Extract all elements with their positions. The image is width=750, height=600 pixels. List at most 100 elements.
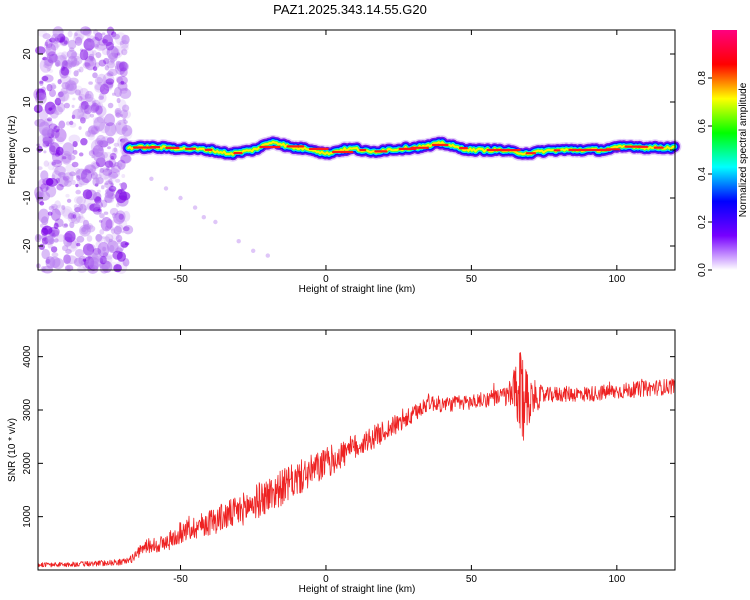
- noise-blob: [40, 223, 44, 228]
- noise-blob: [72, 33, 84, 44]
- noise-blob: [76, 175, 81, 182]
- noise-blob: [69, 122, 77, 128]
- noise-blob: [98, 38, 108, 46]
- noise-blob: [37, 134, 49, 147]
- noise-blob: [45, 43, 56, 57]
- spurious-point: [192, 205, 198, 210]
- noise-blob: [99, 264, 109, 274]
- noise-blob: [99, 246, 106, 255]
- noise-blob: [65, 255, 78, 265]
- noise-blob: [104, 65, 110, 71]
- noise-blob: [75, 216, 86, 223]
- noise-blob: [110, 155, 114, 160]
- noise-blob: [57, 176, 69, 188]
- noise-blob: [99, 92, 105, 100]
- noise-blob: [56, 92, 66, 104]
- spectrogram-y-tick-label: 10: [22, 96, 33, 108]
- snr-marks: [37, 352, 675, 568]
- noise-blob: [50, 229, 60, 238]
- noise-blob: [43, 150, 47, 154]
- noise-blob: [99, 167, 111, 180]
- noise-blob: [103, 211, 109, 215]
- noise-blob: [107, 146, 111, 150]
- noise-blob: [35, 92, 47, 105]
- spurious-point: [236, 239, 241, 244]
- noise-blob: [80, 100, 89, 110]
- noise-region: [33, 26, 134, 274]
- noise-blob: [105, 219, 114, 229]
- noise-blob: [48, 226, 60, 237]
- spectrogram-x-tick-label: 0: [323, 274, 329, 285]
- noise-blob: [90, 126, 98, 135]
- noise-blob: [115, 120, 128, 135]
- noise-blob: [84, 55, 97, 71]
- noise-blob: [108, 168, 120, 179]
- noise-blob: [121, 174, 126, 178]
- spectrogram-y-tick-label: 0: [22, 147, 33, 153]
- noise-blob: [102, 168, 113, 176]
- noise-blob: [49, 89, 56, 98]
- noise-blob: [65, 80, 77, 92]
- noise-blob: [111, 45, 123, 59]
- snr-y-tick-label: 4000: [22, 345, 33, 368]
- spectrogram-y-tick-label: 20: [22, 48, 33, 60]
- noise-blob: [76, 177, 85, 187]
- noise-blob: [98, 59, 107, 67]
- noise-blob: [80, 169, 93, 184]
- noise-blob: [72, 97, 76, 101]
- snr-x-tick-label: 100: [608, 574, 625, 585]
- noise-blob: [111, 232, 120, 240]
- noise-blob: [99, 140, 109, 148]
- noise-blob: [96, 134, 106, 146]
- noise-blob: [62, 156, 67, 160]
- noise-blob: [119, 40, 125, 45]
- noise-blob: [117, 239, 122, 245]
- noise-blob: [113, 225, 122, 235]
- noise-blob: [115, 76, 123, 83]
- noise-blob: [46, 51, 58, 64]
- noise-blob: [84, 164, 96, 174]
- noise-blob: [68, 39, 77, 50]
- noise-blob: [118, 191, 131, 201]
- noise-blob: [53, 125, 60, 133]
- noise-blob: [63, 40, 68, 45]
- colorbar-label: Normalized spectral amplitude: [738, 82, 749, 217]
- noise-blob: [66, 62, 73, 69]
- noise-blob: [54, 97, 62, 106]
- noise-blob: [53, 222, 59, 230]
- noise-blob: [104, 255, 113, 264]
- noise-blob: [78, 87, 90, 100]
- noise-blob: [112, 219, 118, 224]
- noise-blob: [80, 138, 88, 146]
- spectrogram-x-tick-label: 100: [608, 274, 625, 285]
- noise-blob: [59, 54, 68, 61]
- noise-blob: [88, 81, 93, 85]
- noise-blob: [100, 199, 108, 208]
- snr-x-tick-label: -50: [173, 574, 188, 585]
- noise-blob: [108, 178, 113, 185]
- noise-blob: [67, 211, 78, 223]
- noise-blob: [115, 234, 123, 243]
- spectrogram-x-axis-label: Height of straight line (km): [299, 284, 416, 295]
- noise-blob: [97, 189, 101, 193]
- noise-blob: [63, 102, 70, 109]
- noise-blob: [114, 162, 120, 167]
- noise-blob: [104, 113, 115, 127]
- spectrogram-y-ticks: -20 -10 0 10 20: [22, 48, 675, 253]
- noise-blob: [77, 115, 82, 119]
- noise-blob: [86, 225, 96, 233]
- noise-blob: [78, 126, 82, 130]
- noise-blob: [69, 221, 75, 229]
- spurious-point: [149, 176, 154, 181]
- noise-blob: [73, 196, 83, 205]
- colorbar-tick-label: 0.8: [697, 71, 708, 85]
- noise-blob: [121, 34, 130, 45]
- noise-blob: [78, 213, 84, 219]
- noise-blob: [106, 26, 115, 36]
- noise-blob: [58, 120, 66, 129]
- noise-blob: [112, 92, 116, 96]
- spurious-point: [178, 195, 183, 201]
- noise-blob: [37, 29, 48, 37]
- noise-blob: [41, 94, 47, 99]
- noise-blob: [48, 205, 55, 211]
